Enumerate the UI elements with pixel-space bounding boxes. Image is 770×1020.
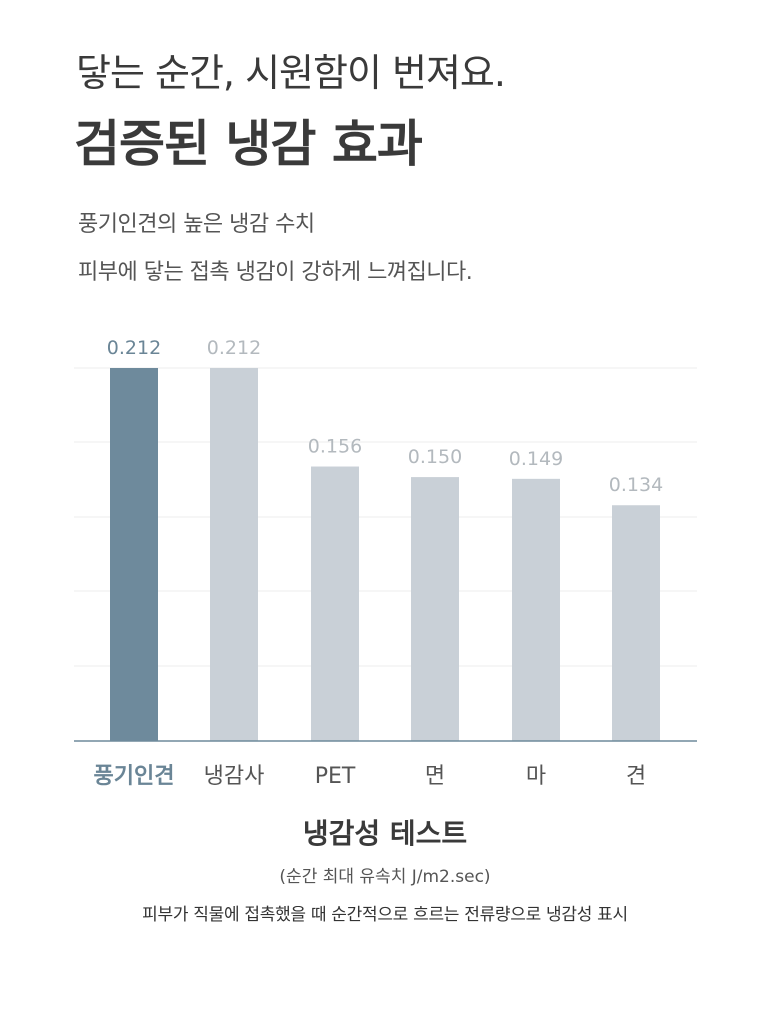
bar-4 <box>512 478 560 741</box>
value-label-2: 0.156 <box>308 436 362 458</box>
category-label-4: 마 <box>526 764 546 789</box>
bar-5 <box>612 505 660 741</box>
category-label-3: 면 <box>425 764 445 789</box>
value-label-4: 0.149 <box>509 448 563 470</box>
value-label-0: 0.212 <box>107 337 161 359</box>
bar-0 <box>110 368 158 741</box>
value-label-5: 0.134 <box>609 474 663 496</box>
value-label-3: 0.150 <box>408 446 462 468</box>
category-label-5: 견 <box>626 764 646 789</box>
chart-caption-note: 피부가 직물에 접촉했을 때 순간적으로 흐르는 전류량으로 냉감성 표시 <box>142 905 628 925</box>
category-label-0: 풍기인견 <box>94 764 175 789</box>
chart-caption-title: 냉감성 테스트 <box>302 817 468 850</box>
bar-3 <box>411 477 459 741</box>
headline-line-1: 닿는 순간, 시원함이 번져요. <box>76 51 506 95</box>
description-line-2: 피부에 닿는 접촉 냉감이 강하게 느껴집니다. <box>78 260 473 285</box>
value-label-1: 0.212 <box>207 337 261 359</box>
bar-2 <box>311 466 359 741</box>
chart-caption-unit: (순간 최대 유속치 J/m2.sec) <box>279 867 491 887</box>
headline-line-2: 검증된 냉감 효과 <box>74 115 423 173</box>
cooling-bar-chart: 0.212 풍기인견 0.212 냉감사 0.156 PET 0.150 면 0.149 마 0.1… <box>74 337 697 789</box>
description-line-1: 풍기인견의 높은 냉감 수치 <box>78 212 315 237</box>
category-label-1: 냉감사 <box>204 764 265 789</box>
category-label-2: PET <box>315 764 356 789</box>
bar-1 <box>210 368 258 741</box>
